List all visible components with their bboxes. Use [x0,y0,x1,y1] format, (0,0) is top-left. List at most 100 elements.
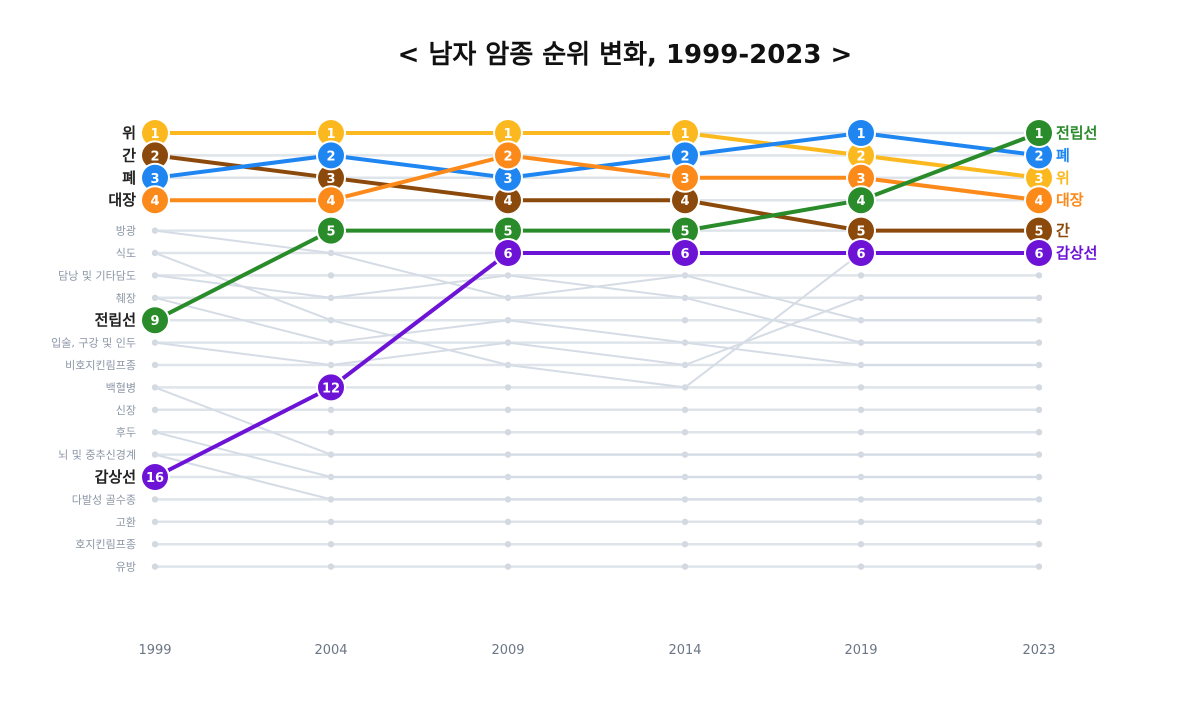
series-marker [848,240,874,266]
grid-dot [857,563,865,570]
marker-label: 9 [150,314,159,329]
y-rank-label: 대장 [108,191,136,209]
series-line [154,251,1039,479]
y-rank-label: 폐 [122,169,136,187]
other-series-line [154,296,1039,366]
marker-label: 5 [680,225,689,240]
marker-label: 2 [680,149,689,164]
marker-label: 5 [326,225,335,240]
series-marker [495,187,521,214]
grid-dot [151,451,159,458]
series-marker [318,217,344,244]
series-line [155,153,1040,203]
grid-dot [504,541,512,548]
x-tick-label: 2004 [314,643,347,658]
marker-label: 4 [150,194,159,209]
x-tick-label: 2023 [1022,643,1055,658]
marker-label: 1 [680,127,689,142]
marker-label: 3 [680,172,689,187]
marker-label: 3 [503,172,512,187]
grid-dot [681,541,689,548]
series-marker [848,187,874,214]
grid-dot [1035,272,1043,279]
series-end-label: 전립선 [1056,124,1097,142]
series-marker [495,217,521,244]
grid-dot [504,384,512,391]
grid-dot [151,496,159,503]
marker-label: 3 [150,172,159,187]
series-marker [1026,240,1052,266]
grid-dot [327,429,335,436]
series-marker [142,142,168,169]
y-rank-label: 췌장 [116,292,136,305]
marker-label: 4 [856,194,865,209]
marker-label: 2 [856,149,865,164]
grid-dot [1035,518,1043,525]
y-rank-label: 방광 [116,225,136,238]
series-end-label: 대장 [1056,191,1084,209]
other-series-line [154,386,1039,456]
series-end-label: 갑상선 [1056,244,1097,262]
y-rank-label: 전립선 [95,311,136,329]
series-marker [495,164,521,191]
grid-dot [681,563,689,570]
grid-dot [857,518,865,525]
other-series-line [154,296,1039,367]
series-marker [672,187,698,214]
grid-dot [1035,541,1043,548]
y-rank-label: 식도 [116,247,136,260]
marker-label: 3 [856,172,865,187]
grid-dot [504,429,512,436]
series-marker [1026,164,1052,191]
y-rank-label: 비호지킨림프종 [65,359,136,372]
grid-dot [151,272,159,279]
series-marker [672,240,698,266]
grid-dot [857,406,865,413]
y-rank-label: 후두 [116,426,136,439]
series-marker [142,164,168,191]
series-line [155,131,1040,180]
chart-title: < 남자 암종 순위 변화, 1999-2023 > [397,40,853,70]
grid-dot [151,541,159,548]
grid-dot [327,541,335,548]
y-rank-label: 간 [122,146,136,164]
marker-label: 5 [1034,225,1043,240]
marker-label: 2 [1034,149,1043,164]
series-marker [142,307,168,334]
y-rank-label: 신장 [116,404,136,417]
series-marker [1026,187,1052,214]
series-marker [848,142,874,169]
marker-label: 6 [503,247,512,262]
y-rank-label: 입술, 구강 및 인두 [51,337,136,350]
marker-label: 2 [150,149,159,164]
x-tick-label: 2019 [844,643,877,658]
series-marker [672,142,698,169]
series-marker [318,374,344,401]
other-series-line [154,431,1039,478]
marker-label: 1 [1034,127,1043,142]
marker-label: 1 [856,127,865,142]
grid-dot [504,563,512,570]
grid-dot [151,339,159,346]
grid-dot [681,518,689,525]
y-rank-label: 백혈병 [106,380,136,394]
marker-label: 2 [503,149,512,164]
marker-label: 1 [503,127,512,142]
series-marker [848,164,874,191]
marker-label: 6 [1034,247,1043,262]
x-tick-label: 2009 [491,643,524,658]
series-marker [142,464,168,490]
other-series-line [154,453,1039,501]
x-tick-label: 2014 [668,643,701,658]
marker-label: 2 [326,149,335,164]
series-marker [495,120,521,146]
grid-dot [681,429,689,436]
grid-dot [327,272,335,279]
grid-dot [504,518,512,525]
y-rank-label: 다발성 골수종 [72,493,136,506]
marker-label: 4 [326,194,335,209]
series-marker [495,142,521,169]
